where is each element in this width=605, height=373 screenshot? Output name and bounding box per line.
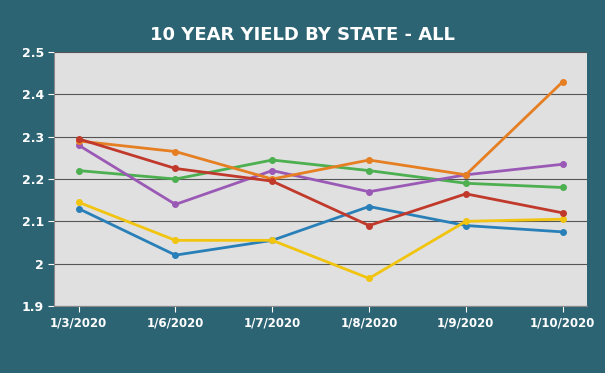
- Text: 10 YEAR YIELD BY STATE - ALL: 10 YEAR YIELD BY STATE - ALL: [150, 26, 455, 44]
